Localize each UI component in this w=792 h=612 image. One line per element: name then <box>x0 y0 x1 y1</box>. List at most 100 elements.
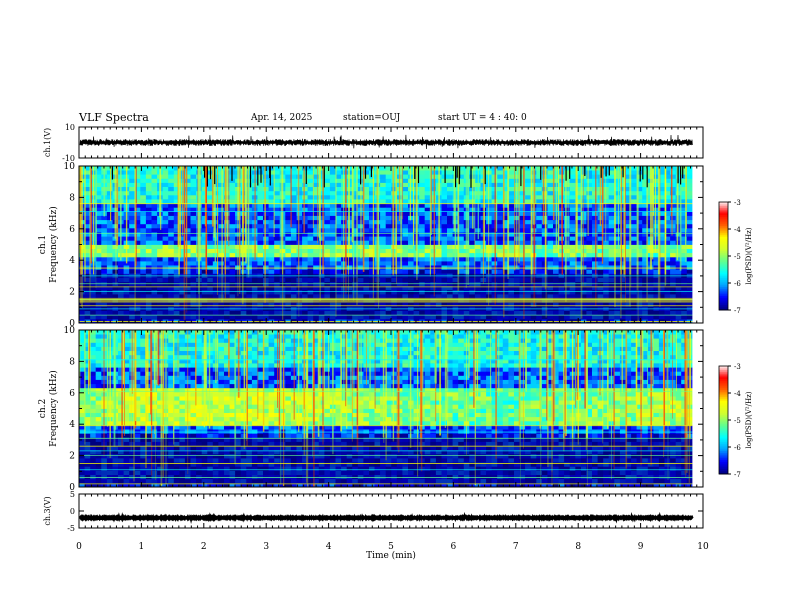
spectrogram-cell <box>218 256 225 262</box>
spectrogram-cell <box>95 186 102 192</box>
spectrogram-cell <box>329 186 336 192</box>
spectrogram-cell <box>564 223 571 229</box>
spectrogram-cell <box>592 265 598 270</box>
spectrogram-cell <box>207 215 214 221</box>
colorbar-cell <box>719 261 728 264</box>
spectrogram-cell <box>519 232 526 237</box>
spectrogram-cell <box>625 232 632 237</box>
spectrogram-cell <box>369 244 375 249</box>
spectrogram-cell <box>508 199 515 204</box>
spectrogram-cell <box>335 182 342 187</box>
spectrogram-cell <box>207 228 214 233</box>
spectrogram-cell <box>603 199 610 204</box>
spectrogram-cell <box>363 203 370 208</box>
spectrogram-cell <box>140 404 147 409</box>
spectrogram-cell <box>553 261 559 266</box>
spectrogram-cell <box>168 265 175 270</box>
spectrogram-cell <box>592 211 598 216</box>
spectrogram-cell <box>140 219 147 225</box>
spectrogram-cell <box>168 166 175 171</box>
spectrogram-cell <box>670 252 677 258</box>
spectrogram-cell <box>190 178 197 183</box>
spectrogram-cell <box>653 166 660 171</box>
spectrogram-cell <box>84 416 91 422</box>
spectrogram-cell <box>95 236 102 241</box>
spectrogram-cell <box>184 170 191 175</box>
spectrogram-cell <box>268 240 275 245</box>
spectrogram-cell <box>95 387 102 393</box>
spectrogram-cell <box>380 174 387 179</box>
spectrogram-cell <box>246 190 253 196</box>
spectrogram-cell <box>106 186 113 192</box>
spectrogram-cell <box>129 219 136 225</box>
spectrogram-cell <box>257 236 264 241</box>
spectrogram-cell <box>184 199 191 204</box>
spectrogram-cell <box>664 236 671 241</box>
spectrogram-cell <box>592 236 598 241</box>
spectrogram-cell <box>681 248 688 254</box>
colorbar-cell <box>719 279 728 282</box>
spectrogram-cell <box>497 178 504 183</box>
spectrogram-cell <box>335 228 342 233</box>
spectrogram-cell <box>469 236 476 241</box>
spectrogram-cell <box>140 269 147 274</box>
spectrogram-cell <box>675 203 682 208</box>
spectrogram-cell <box>402 182 409 187</box>
spectrogram-cell <box>363 248 370 254</box>
spectrogram-cell <box>95 420 102 426</box>
spectrogram-cell <box>179 265 186 270</box>
spectrogram-cell <box>207 211 214 216</box>
spectrogram-cell <box>653 182 660 187</box>
spectrogram-cell <box>497 244 504 249</box>
spectrogram-cell <box>184 265 191 270</box>
spectrogram-cell <box>363 182 370 187</box>
spectrogram-cell <box>313 194 320 200</box>
spectrogram-cell <box>430 236 437 241</box>
spectrogram-cell <box>274 203 281 208</box>
spectrogram-cell <box>497 265 504 270</box>
spectrogram-cell <box>246 199 253 204</box>
spectrogram-cell <box>118 408 124 413</box>
spectrogram-cell <box>207 252 214 258</box>
spectrogram-cell <box>369 211 375 216</box>
spectrogram-cell <box>307 228 314 233</box>
spectrogram-cell <box>168 232 175 237</box>
spectrogram-cell <box>263 223 269 229</box>
spectrogram-cell <box>686 252 693 258</box>
spectrogram-cell <box>184 223 191 229</box>
spectrogram-cell <box>681 265 688 270</box>
spectrogram-cell <box>508 240 515 245</box>
spectrogram-cell <box>653 174 660 179</box>
spectrogram-cell <box>575 170 582 175</box>
spectrogram-cell <box>670 203 677 208</box>
spectrogram-cell <box>246 182 253 187</box>
spectrogram-cell <box>324 228 331 233</box>
spectrogram-cell <box>614 252 621 258</box>
spectrogram-cell <box>569 186 576 192</box>
spectrogram-cell <box>441 199 448 204</box>
spectrogram-cell <box>157 252 164 258</box>
spectrogram-cell <box>229 228 236 233</box>
spectrogram-cell <box>106 269 113 274</box>
spectrogram-cell <box>363 178 370 183</box>
spectrogram-cell <box>201 178 208 183</box>
spectrogram-cell <box>586 223 593 229</box>
spectrogram-cell <box>162 265 169 270</box>
spectrogram-cell <box>268 232 275 237</box>
spectrogram-cell <box>357 265 364 270</box>
spectrogram-cell <box>118 429 124 434</box>
spectrogram-cell <box>502 182 509 187</box>
spectrogram-cell <box>218 186 225 192</box>
spectrogram-cell <box>586 232 593 237</box>
spectrogram-cell <box>140 342 147 347</box>
spectrogram-cell <box>664 166 671 171</box>
spectrogram-cell <box>614 240 621 245</box>
spectrogram-cell <box>218 240 225 245</box>
spectrogram-cell <box>201 215 208 221</box>
spectrogram-cell <box>218 166 225 171</box>
spectrogram-cell <box>430 174 437 179</box>
spectrogram-cell <box>84 223 91 229</box>
spectrogram-cell <box>675 256 682 262</box>
spectrogram-cell <box>324 178 331 183</box>
